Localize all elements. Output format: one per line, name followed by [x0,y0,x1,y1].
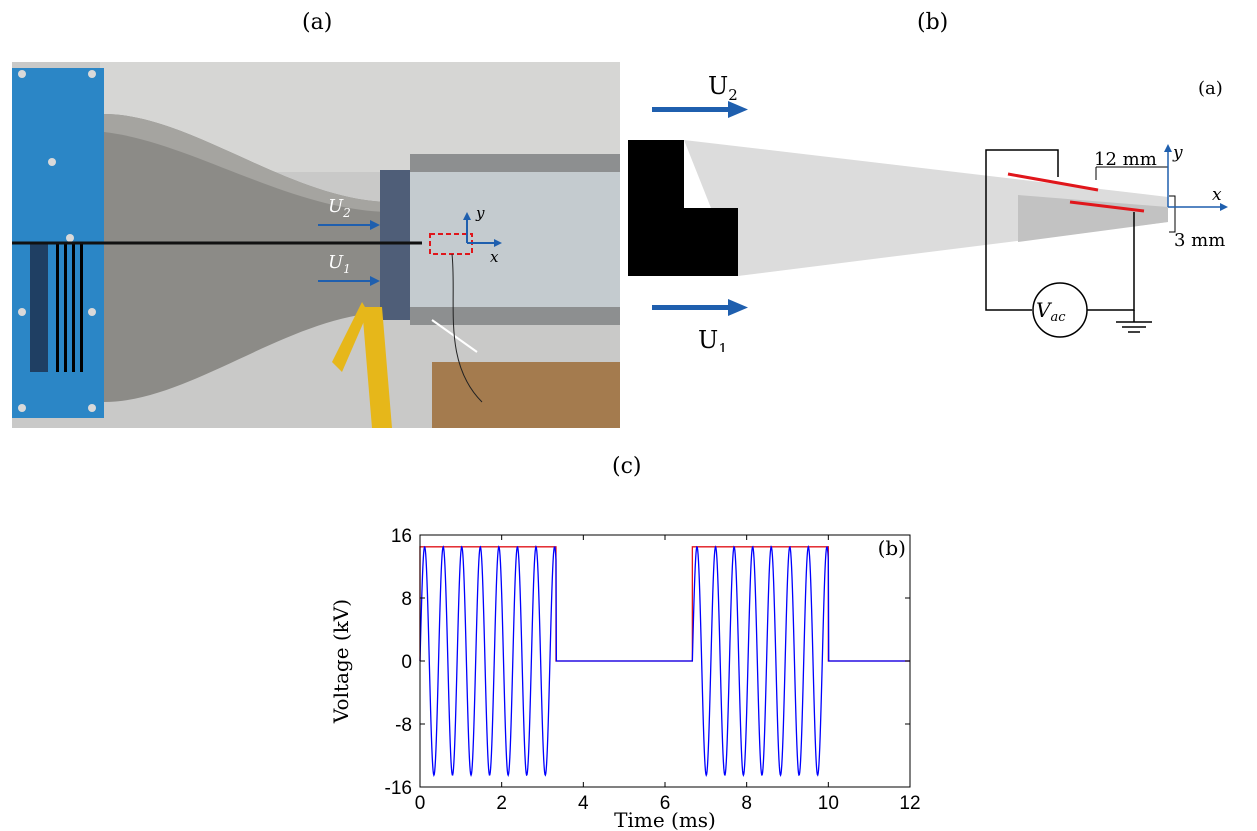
panel-label-b: (b) [917,10,949,35]
schematic-y-label: y [1172,143,1183,163]
y-axis-label: Voltage (kV) [329,599,353,724]
schematic-x-label: x [1212,185,1222,205]
u2-label-schematic: U2 [708,72,738,104]
u2-arrow [318,220,380,230]
panel-label-c: (c) [612,454,642,479]
u2-label: U2 [328,196,351,220]
dim-3mm: 3 mm [1174,230,1225,251]
black-stripes [56,242,83,372]
x-tick-label: 8 [741,793,752,814]
splitter-plate [684,140,1168,276]
upper-electrode [1007,172,1099,192]
x-tick-label: 0 [415,793,426,814]
y-tick-label: 16 [391,526,412,547]
x-tick-label: 4 [578,793,589,814]
u1-label: U1 [328,252,351,276]
actuator-schematic: Vac U2 U1 (a) 12 mm 3 mm y x [628,72,1228,352]
cardboard [432,362,620,428]
u1-label-schematic: U1 [698,326,728,352]
stand [362,307,392,428]
test-section [410,154,620,324]
u1-arrow [318,276,380,286]
wind-tunnel-photo: U2 U1 x y [12,62,620,428]
contraction [104,114,392,402]
dim-12mm: 12 mm [1094,149,1157,170]
u1-arrow-schematic [652,299,748,316]
photo-y-label: y [475,204,485,222]
x-tick-label: 10 [818,793,839,814]
circuit [985,149,1152,338]
photo-x-label: x [490,248,499,266]
y-tick-label: 0 [401,652,412,673]
splitter-base [628,140,738,276]
x-tick-label: 12 [899,793,920,814]
photo-axes [463,212,502,247]
y-tick-label: -16 [385,778,412,799]
x-axis-label: Time (ms) [614,808,716,831]
x-tick-label: 6 [660,793,671,814]
y-tick-label: 8 [401,589,412,610]
chart-corner-label: (b) [878,536,906,560]
source-label: Vac [1036,298,1066,325]
lower-electrode [1069,200,1145,213]
voltage-chart: (b) Time (ms) Voltage (kV) 0 2 4 6 8 10 12 16 8 0… [329,526,920,831]
x-tick-label: 2 [496,793,507,814]
series-modulated-sine [419,545,910,778]
schematic-corner-label: (a) [1198,78,1223,99]
series-burst-envelope [419,546,910,662]
schematic-axes [1164,144,1228,211]
panel-label-a: (a) [302,10,333,35]
u2-arrow-schematic [652,101,748,118]
test-section-flange [380,170,410,320]
y-tick-label: -8 [395,715,412,736]
